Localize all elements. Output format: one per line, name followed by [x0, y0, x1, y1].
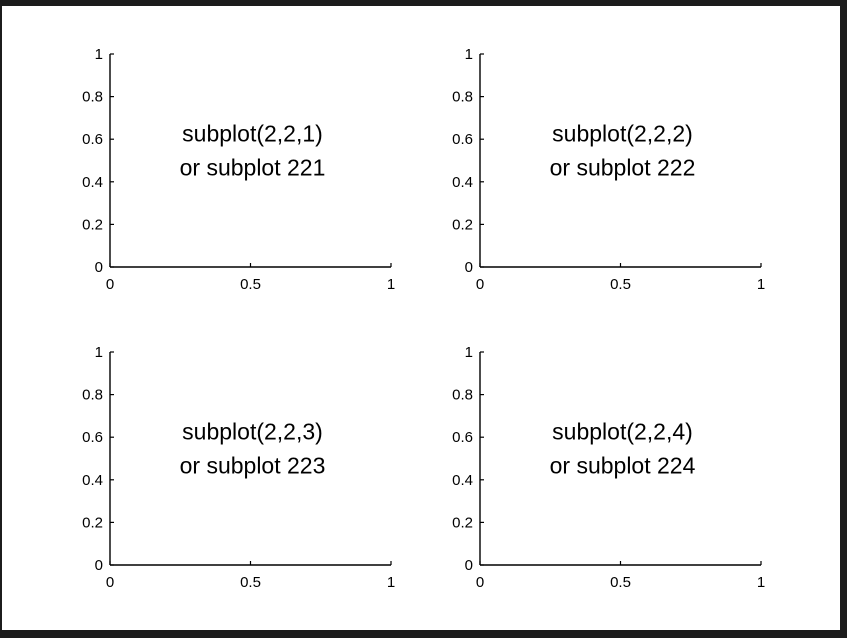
subplot-annotation-line: subplot(2,2,2)	[552, 121, 693, 147]
x-tick-label: 0.5	[240, 276, 261, 293]
y-tick-label: 0.4	[452, 174, 473, 191]
subplot-224: 0 0.2 0.4 0.6 0.8 1 0 0.5 1 subplot(2,2,4) or subp…	[452, 344, 765, 591]
figure-canvas: 0 0.2 0.4 0.6 0.8 1 0 0.5 1 subplot(2,2,1) or subp…	[2, 6, 840, 630]
subplot-annotation-line: or subplot 223	[180, 453, 326, 479]
x-tick-label: 0	[476, 276, 484, 293]
subplot-222: 0 0.2 0.4 0.6 0.8 1 0 0.5 1 subplot(2,2,2) or subp…	[452, 46, 765, 293]
y-tick-label: 0.2	[82, 514, 103, 531]
y-tick-label: 0.4	[452, 472, 473, 489]
y-tick-label: 0.4	[82, 472, 103, 489]
x-tick-label: 1	[757, 574, 765, 591]
y-tick-label: 1	[95, 344, 103, 361]
subplot-annotation-line: or subplot 221	[180, 155, 326, 181]
y-tick-label: 0.8	[452, 387, 473, 404]
y-tick-label: 1	[95, 46, 103, 63]
y-tick-label: 0	[465, 557, 473, 574]
subplot-annotation-line: or subplot 224	[550, 453, 696, 479]
y-tick-label: 0.6	[452, 131, 473, 148]
x-tick-label: 1	[757, 276, 765, 293]
y-tick-label: 0	[465, 259, 473, 276]
x-tick-label: 1	[387, 276, 395, 293]
x-tick-label: 0	[476, 574, 484, 591]
x-tick-label: 0	[106, 574, 114, 591]
y-tick-label: 0.2	[452, 514, 473, 531]
y-tick-label: 0.6	[452, 429, 473, 446]
subplot-annotation-line: subplot(2,2,3)	[182, 419, 323, 445]
x-tick-label: 0.5	[610, 574, 631, 591]
y-tick-label: 0.8	[82, 387, 103, 404]
y-tick-label: 0.6	[82, 131, 103, 148]
x-tick-label: 1	[387, 574, 395, 591]
y-tick-label: 1	[465, 344, 473, 361]
y-tick-label: 0.2	[82, 216, 103, 233]
y-tick-label: 1	[465, 46, 473, 63]
subplot-grid: 0 0.2 0.4 0.6 0.8 1 0 0.5 1 subplot(2,2,1) or subp…	[82, 46, 765, 591]
subplot-annotation-line: subplot(2,2,4)	[552, 419, 693, 445]
x-tick-label: 0.5	[240, 574, 261, 591]
y-tick-label: 0	[95, 259, 103, 276]
x-tick-label: 0	[106, 276, 114, 293]
y-tick-label: 0.4	[82, 174, 103, 191]
x-tick-label: 0.5	[610, 276, 631, 293]
subplot-223: 0 0.2 0.4 0.6 0.8 1 0 0.5 1 subplot(2,2,3) or subp…	[82, 344, 395, 591]
y-tick-label: 0.8	[452, 89, 473, 106]
y-tick-label: 0.8	[82, 89, 103, 106]
y-tick-label: 0.2	[452, 216, 473, 233]
y-tick-label: 0.6	[82, 429, 103, 446]
y-tick-label: 0	[95, 557, 103, 574]
subplot-annotation-line: or subplot 222	[550, 155, 696, 181]
subplot-annotation-line: subplot(2,2,1)	[182, 121, 323, 147]
subplot-221: 0 0.2 0.4 0.6 0.8 1 0 0.5 1 subplot(2,2,1) or subp…	[82, 46, 395, 293]
